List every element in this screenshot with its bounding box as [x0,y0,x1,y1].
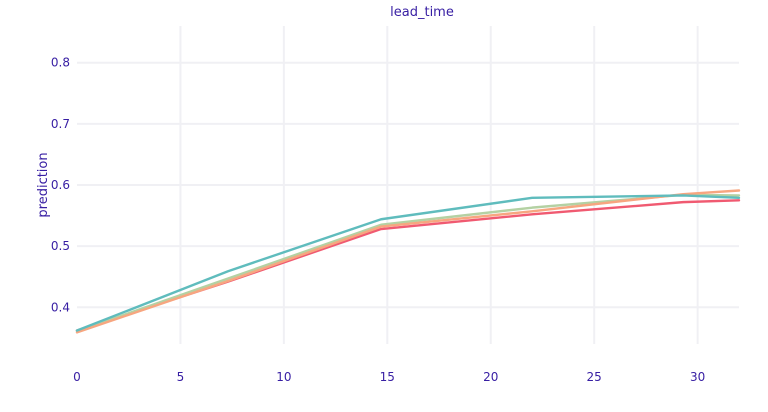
x-tick-label: 0 [73,370,81,384]
y-axis-title: prediction [36,152,51,217]
x-axis-ticks: 0 5 10 15 20 25 30 [73,370,705,384]
series-lines [75,189,741,334]
y-axis-ticks: 0.4 0.5 0.6 0.7 0.8 [51,56,70,315]
chart-title: lead_time [390,5,454,20]
series-line-4 [75,194,741,332]
x-tick-label: 25 [587,370,602,384]
y-tick-label: 0.8 [51,56,70,70]
x-tick-label: 5 [177,370,185,384]
series-line-3 [75,189,741,334]
x-tick-label: 30 [690,370,705,384]
series-line-1 [75,199,741,332]
x-tick-label: 10 [276,370,291,384]
y-tick-label: 0.4 [51,300,70,314]
y-tick-label: 0.5 [51,239,70,253]
y-tick-label: 0.6 [51,178,70,192]
x-tick-label: 15 [380,370,395,384]
y-tick-label: 0.7 [51,117,70,131]
grid [77,26,739,344]
x-tick-label: 20 [483,370,498,384]
